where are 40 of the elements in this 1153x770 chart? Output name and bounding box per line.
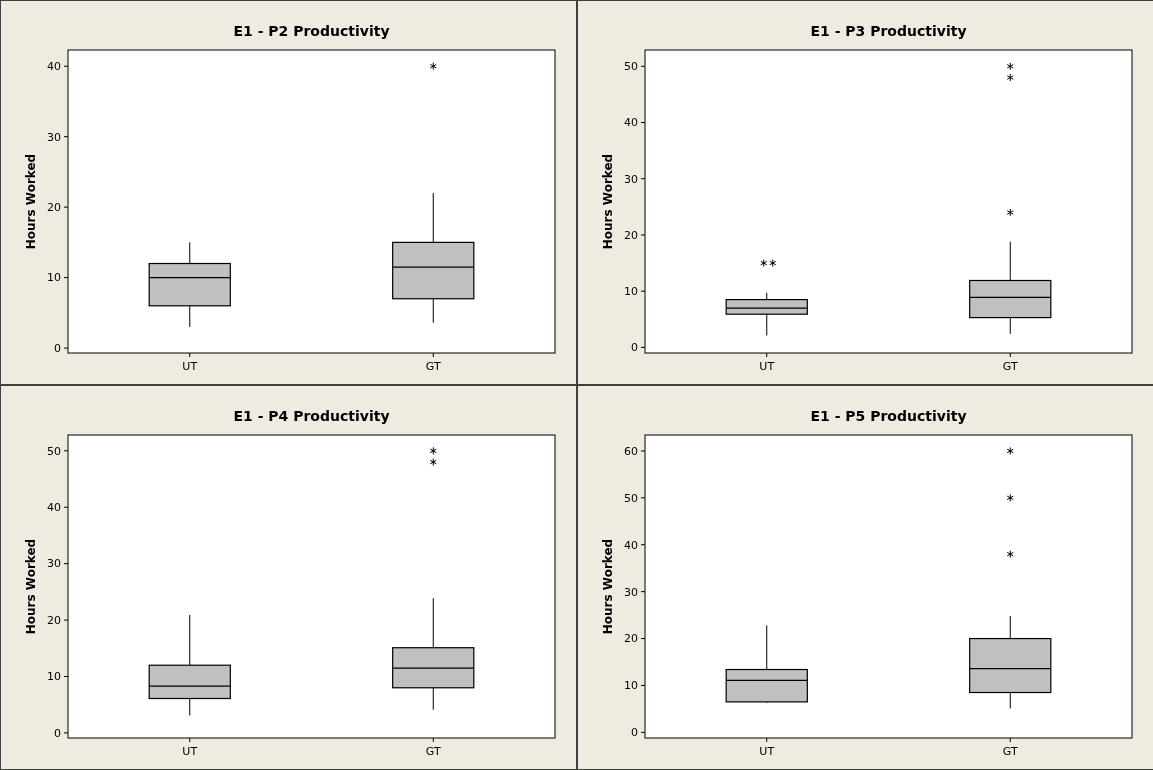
x-tick-label: GT (1002, 745, 1018, 758)
y-tick-label: 0 (54, 341, 61, 355)
y-tick-label: 30 (624, 585, 638, 599)
y-tick-label: 50 (47, 444, 61, 458)
y-axis-title: Hours Worked (24, 538, 38, 635)
y-tick-label: 20 (624, 632, 638, 646)
x-tick-label: GT (1002, 360, 1018, 373)
x-tick-label: UT (182, 745, 198, 758)
y-tick-label: 40 (47, 501, 61, 515)
y-tick-label: 10 (47, 670, 61, 684)
chart-title: E1 - P5 Productivity (810, 408, 967, 424)
y-tick-label: 30 (47, 557, 61, 571)
x-tick-label: GT (425, 360, 441, 373)
y-tick-label: 0 (631, 726, 638, 740)
chart-title: E1 - P3 Productivity (810, 23, 967, 39)
y-tick-label: 30 (624, 172, 638, 186)
chart-title: E1 - P4 Productivity (233, 408, 390, 424)
y-axis-title: Hours Worked (24, 153, 38, 250)
x-tick-label: UT (182, 360, 198, 373)
y-tick-label: 50 (624, 60, 638, 74)
y-tick-label: 30 (47, 130, 61, 144)
y-tick-label: 40 (624, 116, 638, 130)
y-tick-label: 40 (47, 60, 61, 74)
y-tick-label: 10 (47, 271, 61, 285)
x-tick-label: UT (759, 360, 775, 373)
y-tick-label: 0 (54, 726, 61, 740)
x-tick-label: GT (425, 745, 441, 758)
y-tick-label: 10 (624, 679, 638, 693)
y-tick-label: 0 (631, 341, 638, 355)
y-axis-title: Hours Worked (601, 538, 615, 635)
y-tick-label: 20 (47, 200, 61, 214)
y-axis-title: Hours Worked (601, 153, 615, 250)
y-tick-label: 60 (624, 444, 638, 458)
y-tick-label: 20 (47, 613, 61, 627)
y-tick-label: 50 (624, 491, 638, 505)
y-tick-label: 10 (624, 285, 638, 299)
chart-title: E1 - P2 Productivity (233, 23, 390, 39)
y-tick-label: 40 (624, 538, 638, 552)
y-tick-label: 20 (624, 228, 638, 242)
x-tick-label: UT (759, 745, 775, 758)
